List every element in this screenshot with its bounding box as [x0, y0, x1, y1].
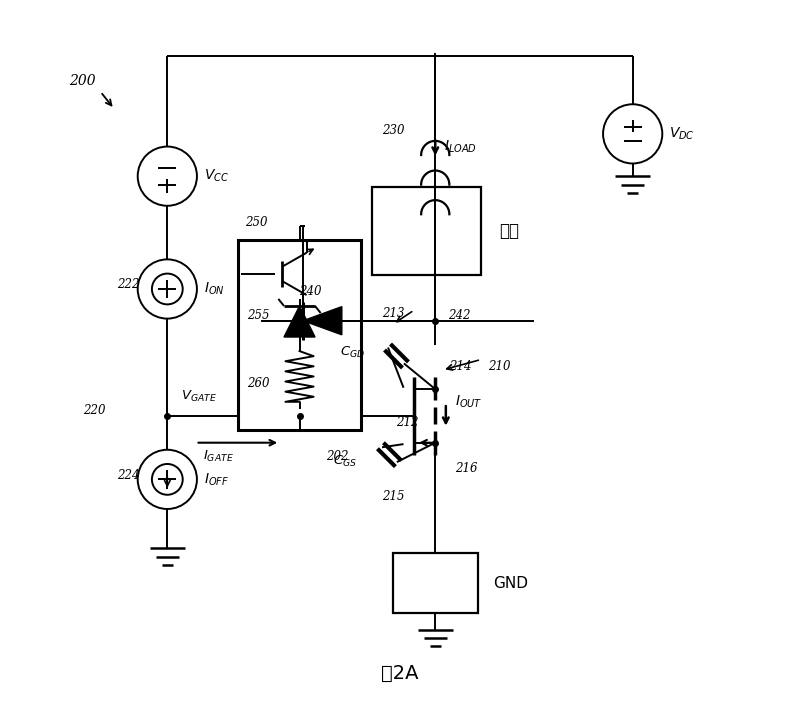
Text: 220: 220 — [82, 404, 105, 417]
Text: $V_{DC}$: $V_{DC}$ — [670, 126, 695, 142]
Text: 200: 200 — [69, 74, 95, 88]
Text: 250: 250 — [245, 216, 267, 229]
Text: $I_{OFF}$: $I_{OFF}$ — [204, 471, 229, 487]
Text: $C_{GD}$: $C_{GD}$ — [340, 345, 365, 360]
Text: 212: 212 — [397, 416, 419, 429]
Text: $I_{ON}$: $I_{ON}$ — [204, 281, 225, 297]
Text: $I_{GATE}$: $I_{GATE}$ — [202, 449, 234, 464]
Text: $I_{OUT}$: $I_{OUT}$ — [455, 393, 482, 410]
Text: 215: 215 — [382, 490, 405, 503]
Text: 230: 230 — [382, 124, 405, 137]
Text: $I_{LOAD}$: $I_{LOAD}$ — [444, 138, 477, 155]
Text: 210: 210 — [488, 360, 510, 373]
Text: 224: 224 — [117, 469, 139, 482]
Text: 260: 260 — [246, 377, 269, 390]
Text: 214: 214 — [450, 360, 472, 373]
Text: $V_{GATE}$: $V_{GATE}$ — [182, 388, 218, 403]
Text: 255: 255 — [246, 309, 269, 322]
Bar — [238, 239, 362, 430]
Bar — [372, 187, 481, 275]
Text: 242: 242 — [448, 308, 470, 321]
Text: 222: 222 — [117, 278, 139, 291]
Polygon shape — [284, 306, 315, 337]
Text: GND: GND — [493, 576, 528, 591]
Text: 216: 216 — [455, 462, 478, 475]
Text: 图2A: 图2A — [382, 664, 418, 683]
Text: $V_{CC}$: $V_{CC}$ — [204, 168, 229, 184]
Bar — [393, 554, 478, 613]
Text: 240: 240 — [299, 285, 322, 298]
Text: 213: 213 — [382, 307, 405, 320]
Text: 202: 202 — [326, 450, 349, 463]
Text: $C_{GS}$: $C_{GS}$ — [333, 454, 357, 470]
Text: 漏极: 漏极 — [498, 222, 518, 240]
Polygon shape — [303, 306, 342, 335]
